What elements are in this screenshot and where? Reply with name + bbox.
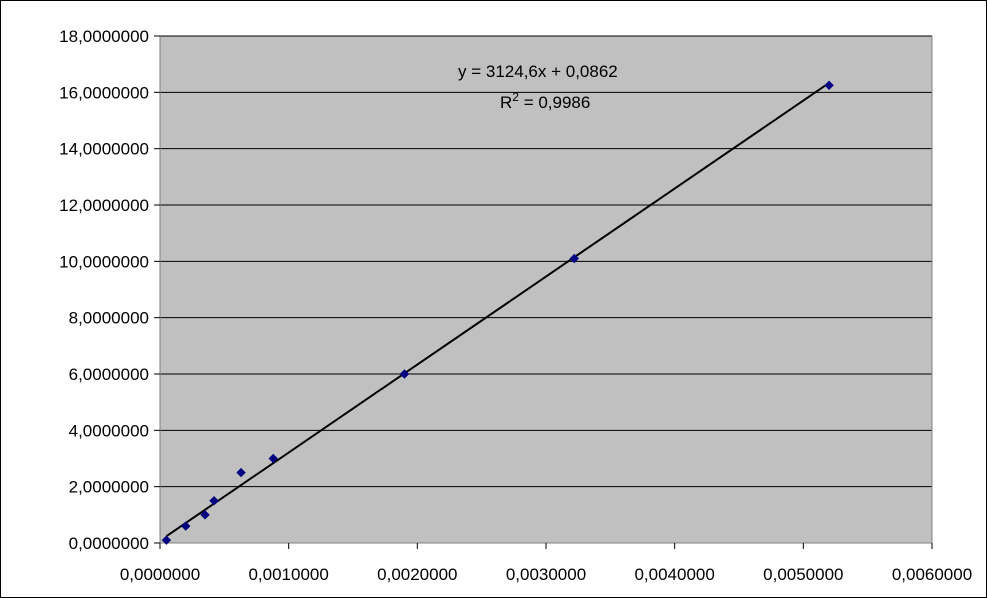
x-tick-label: 0,0030000 — [506, 565, 586, 584]
y-tick-label: 12,0000000 — [59, 196, 149, 215]
r-squared-value: = 0,9986 — [519, 93, 590, 112]
y-tick-label: 18,0000000 — [59, 27, 149, 46]
trendline-group — [165, 82, 830, 537]
data-point — [236, 467, 246, 478]
x-tick-label: 0,0020000 — [377, 565, 457, 584]
y-tick-label: 6,0000000 — [69, 365, 149, 384]
y-tick-label: 8,0000000 — [69, 309, 149, 328]
y-tick-label: 0,0000000 — [69, 534, 149, 553]
data-point — [399, 369, 410, 379]
data-point — [569, 253, 580, 264]
y-tick-label: 10,0000000 — [59, 252, 149, 271]
x-tick-label: 0,0000000 — [120, 565, 200, 584]
gridlines — [160, 35, 932, 488]
y-tick-label: 2,0000000 — [69, 478, 149, 497]
x-tick-label: 0,0060000 — [892, 565, 972, 584]
y-tick-label: 16,0000000 — [59, 83, 149, 102]
r-squared-symbol: R — [500, 93, 512, 112]
data-point — [181, 521, 191, 531]
data-points — [161, 80, 834, 545]
data-point — [209, 496, 219, 506]
trendline — [165, 82, 830, 537]
r-squared-label: R2 = 0,9986 — [500, 90, 590, 112]
trendline-equation: y = 3124,6x + 0,0862 — [458, 62, 618, 81]
data-point — [161, 535, 172, 545]
data-point — [268, 453, 278, 464]
r-squared-exponent: 2 — [512, 90, 519, 104]
plot-area — [160, 36, 932, 543]
y-tick-label: 4,0000000 — [69, 421, 149, 440]
x-axis-ticks: 0,0000000 0,0010000 0,0020000 0,0030000 0,00… — [120, 543, 972, 584]
y-axis-ticks: 0,0000000 2,0000000 4,0000000 6,0000000 8,00… — [59, 27, 160, 553]
data-point — [824, 80, 834, 90]
x-tick-label: 0,0050000 — [763, 565, 843, 584]
y-tick-label: 14,0000000 — [59, 140, 149, 159]
x-tick-label: 0,0010000 — [248, 565, 328, 584]
x-tick-label: 0,0040000 — [634, 565, 714, 584]
data-point — [200, 510, 210, 520]
